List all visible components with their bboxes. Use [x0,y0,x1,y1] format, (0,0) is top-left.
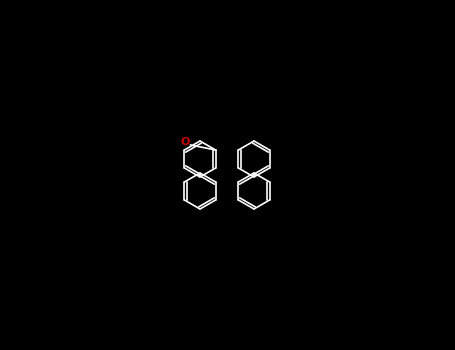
Text: O: O [181,137,190,147]
